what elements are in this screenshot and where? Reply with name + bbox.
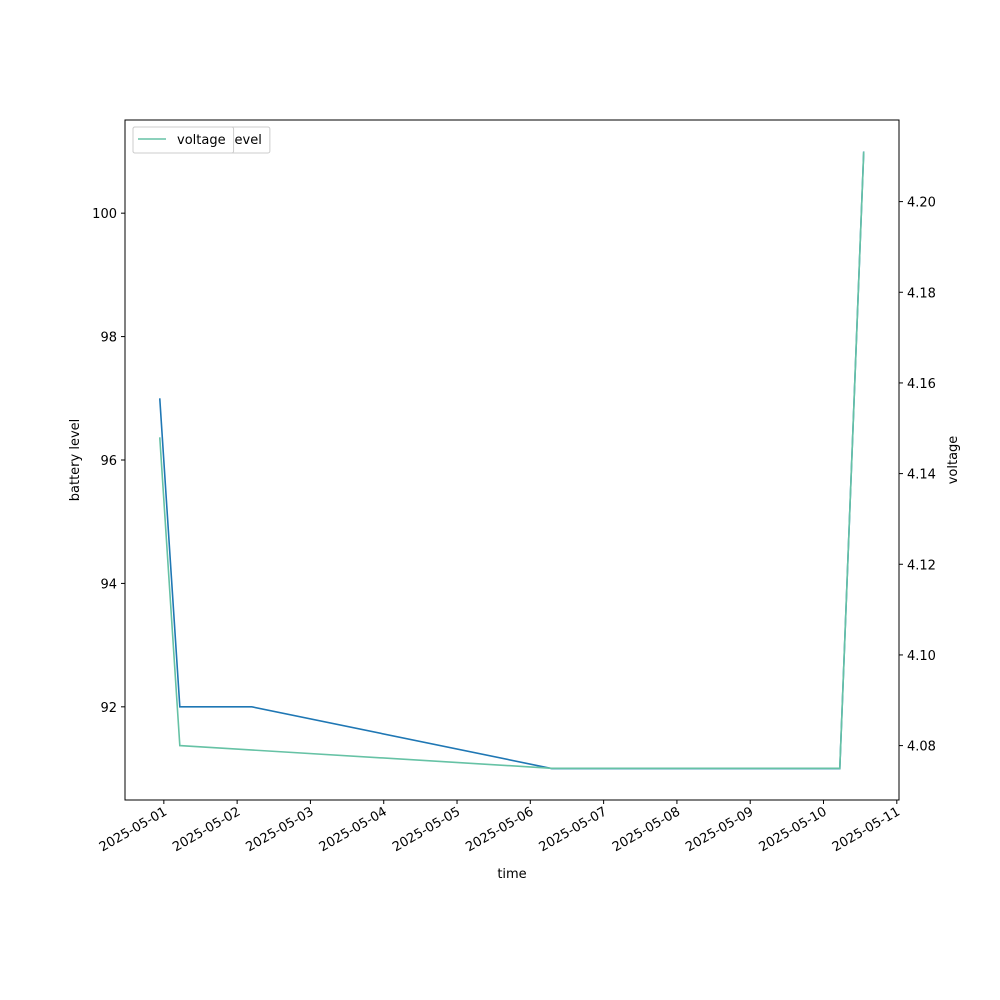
x-tick-label: 2025-05-11	[830, 804, 903, 855]
x-axis-label: time	[497, 867, 526, 882]
y2-tick-label: 4.10	[907, 649, 936, 664]
legend-label: voltage	[177, 133, 226, 148]
y2-tick-label: 4.08	[907, 740, 936, 755]
series-line	[158, 151, 865, 770]
x-tick-label: 2025-05-03	[243, 804, 316, 855]
y-tick-label: 92	[100, 701, 117, 716]
y2-tick-label: 4.14	[907, 468, 936, 483]
x-tick-label: 2025-05-09	[683, 804, 756, 855]
y2-tick-label: 4.20	[907, 196, 936, 211]
y-axis-label: battery level	[68, 419, 83, 502]
y2-axis-label: voltage	[946, 436, 961, 485]
legend-box	[132, 126, 235, 154]
x-tick-label: 2025-05-07	[537, 804, 610, 855]
x-tick-label: 2025-05-01	[97, 804, 170, 855]
y2-tick-label: 4.12	[907, 558, 936, 573]
plot-frame	[124, 119, 900, 801]
x-tick-label: 2025-05-04	[317, 804, 390, 855]
y2-tick-label: 4.16	[907, 377, 936, 392]
x-tick-label: 2025-05-02	[170, 804, 243, 855]
y-tick-label: 94	[100, 577, 117, 592]
y-tick-label: 96	[100, 454, 117, 469]
y-tick-label: 100	[92, 207, 117, 222]
x-tick-label: 2025-05-10	[757, 804, 830, 855]
series-line	[158, 151, 865, 770]
y-tick-label: 98	[100, 331, 117, 346]
x-tick-label: 2025-05-06	[463, 804, 536, 855]
x-tick-label: 2025-05-05	[390, 804, 463, 855]
x-tick-label: 2025-05-08	[610, 804, 683, 855]
y2-tick-label: 4.18	[907, 286, 936, 301]
legend: voltage	[132, 126, 235, 154]
